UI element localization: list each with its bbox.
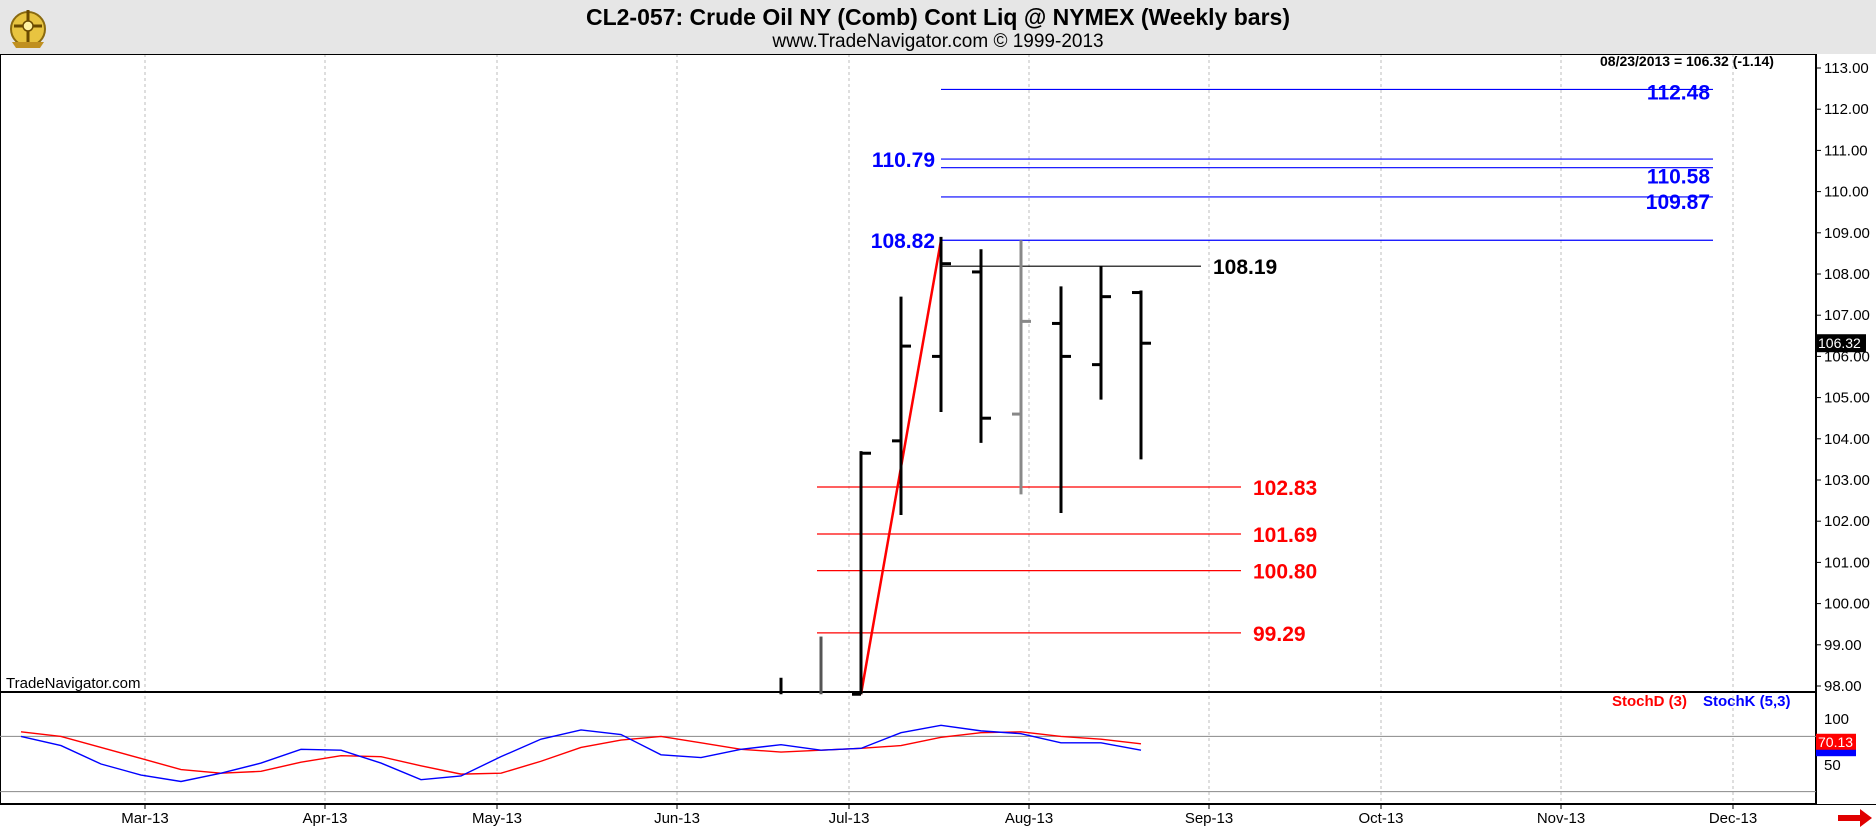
level-label: 101.69 (1253, 524, 1317, 547)
y-tick-label: 104.00 (1824, 431, 1870, 448)
level-label: 109.87 (1646, 191, 1710, 214)
x-tick-label: Mar-13 (121, 810, 169, 827)
level-label: 99.29 (1253, 623, 1306, 646)
x-tick-label: Dec-13 (1709, 810, 1757, 827)
price-bars (779, 236, 1151, 696)
x-tick-label: Aug-13 (1005, 810, 1053, 827)
last-price-label: 106.32 (1818, 335, 1861, 351)
y-tick-label: 111.00 (1824, 142, 1868, 159)
stochastic-panel (0, 724, 1816, 793)
y-tick-label: 98.00 (1824, 678, 1862, 695)
level-label: 110.58 (1647, 166, 1710, 189)
legend-stochk: StochK (5,3) (1703, 693, 1791, 710)
price-readout: 08/23/2013 = 106.32 (-1.14) (1600, 53, 1774, 69)
stoch-last-value: 70.13 (1818, 734, 1853, 750)
axis-labels: Mar-13 Apr-13 May-13 Jun-13 Jul-13 Aug-13 Sep-… (121, 60, 1870, 827)
x-tick-label: Oct-13 (1358, 810, 1403, 827)
level-label: 112.48 (1647, 81, 1710, 104)
x-tick-label: Apr-13 (302, 810, 347, 827)
y-tick-label: 106.00 (1824, 348, 1870, 365)
chart-subtitle: www.TradeNavigator.com © 1999-2013 (772, 31, 1104, 52)
x-tick-label: Jul-13 (829, 810, 870, 827)
stochd-last-box (1816, 733, 1856, 750)
y-tick-label: 108.00 (1824, 266, 1870, 283)
y-tick-label: 103.00 (1824, 472, 1870, 489)
last-price-box (1816, 334, 1866, 353)
y-tick-label: 99.00 (1824, 637, 1862, 654)
x-tick-label: Nov-13 (1537, 810, 1585, 827)
legend-stochd: StochD (3) (1612, 693, 1687, 710)
stochk-line (20, 724, 1142, 783)
y-tick-label: 107.00 (1824, 307, 1870, 324)
x-tick-label: Sep-13 (1185, 810, 1233, 827)
level-label: 100.80 (1253, 561, 1317, 584)
tradenavigator-logo-icon (10, 10, 46, 48)
chart-header (0, 0, 1876, 54)
x-tick-label: Jun-13 (654, 810, 700, 827)
level-label: 108.19 (1213, 256, 1277, 279)
y-tick-label: 113.00 (1824, 60, 1869, 77)
axis-strip (1816, 54, 1876, 804)
stoch-y-tick-label: 100 (1824, 711, 1849, 728)
watermark-text: TradeNavigator.com (6, 675, 141, 692)
level-label: 110.79 (872, 149, 935, 172)
y-tick-label: 112.00 (1824, 101, 1869, 118)
level-label: 108.82 (871, 230, 935, 253)
x-tick-label: May-13 (472, 810, 522, 827)
y-tick-label: 101.00 (1824, 554, 1870, 571)
panel-frames (0, 54, 1876, 805)
stoch-y-tick-label: 50 (1824, 757, 1841, 774)
y-tick-label: 110.00 (1824, 184, 1869, 201)
scroll-arrow-group (1838, 809, 1872, 827)
grid-lines (144, 54, 1734, 804)
y-tick-label: 100.00 (1824, 596, 1870, 613)
level-label: 102.83 (1253, 477, 1317, 500)
stoch-panel-frame (0, 692, 1816, 804)
stochd-line (20, 731, 1142, 775)
scroll-right-arrow-icon (1838, 809, 1872, 827)
y-tick-label: 109.00 (1824, 225, 1870, 242)
price-panel-frame (0, 54, 1816, 692)
chart-title: CL2-057: Crude Oil NY (Comb) Cont Liq @ … (585, 4, 1290, 30)
y-tick-label: 102.00 (1824, 513, 1870, 530)
y-tick-label: 105.00 (1824, 390, 1870, 407)
